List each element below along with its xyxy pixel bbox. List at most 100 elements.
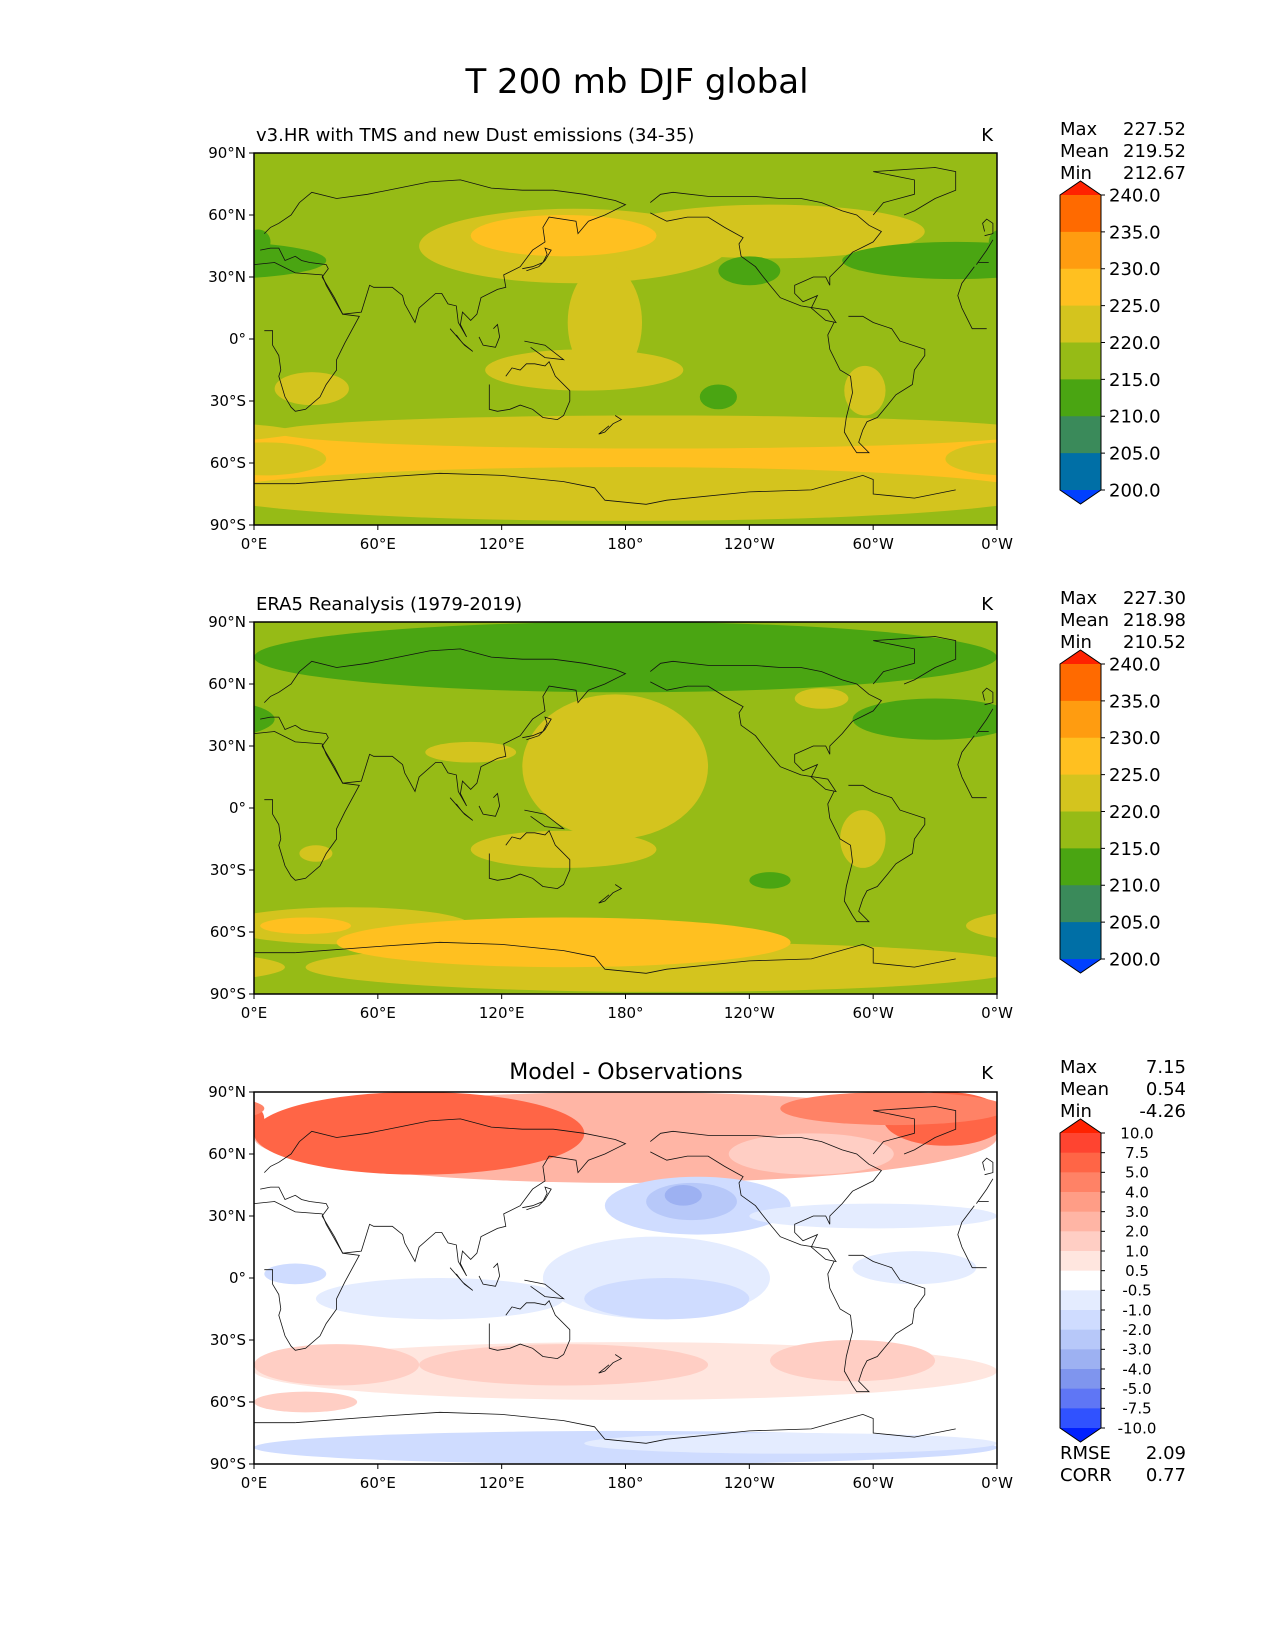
stat-max-label: Max [1060,1057,1098,1078]
colorbar-bin [1060,848,1101,886]
panel-diff-title: Model - Observations [509,1060,742,1085]
coastline [478,323,501,348]
stat-corr-value: 0.77 [1146,1465,1186,1486]
contour-region [769,1340,936,1382]
contour-region [254,482,296,506]
colorbar-bin [1060,885,1101,923]
panel-obs-axes: 0°E 60°E 120°E 180° 120°W 60°W 0°W 90°N 60°N 30°N… [208,613,1013,1022]
contour-region [852,1251,977,1285]
x-tick-label: 180° [607,1004,643,1022]
contour-region [274,415,997,449]
stat-mean-label: Mean [1060,610,1109,631]
stat-mean-value: 0.54 [1146,1079,1186,1100]
y-tick-label: 60°N [208,1145,246,1163]
coastline [522,247,552,272]
contour-region [780,1092,997,1126]
y-tick-label: 0° [229,1269,246,1287]
contour-region [0,1177,48,1235]
colorbar-bin [1060,1211,1101,1232]
coastline [976,239,994,265]
x-tick-label: 120°W [724,535,775,553]
stat-rmse-label: RMSE [1060,1443,1111,1464]
y-tick-label: 60°N [208,206,246,224]
colorbar-bin [1060,416,1101,454]
coastline [295,472,956,505]
x-tick-label: 60°E [360,1474,396,1492]
colorbar-label: 205.0 [1109,913,1161,934]
coastline [488,829,571,890]
colorbar-bin [1060,1349,1101,1370]
contour-region [254,957,285,978]
contour-region [699,384,737,410]
coastline [982,687,994,706]
coastline [260,648,627,807]
x-tick-label: 0°E [241,1004,268,1022]
colorbar-bin [1060,195,1101,233]
panel-obs-map [6,622,997,994]
coastline [598,1354,623,1374]
colorbar-bin [1060,737,1101,776]
stat-mean-value: 218.98 [1123,610,1186,631]
panel-model-colorbar: 240.0 235.0 230.0 225.0 220.0 215.0 210.0 205.0… [1059,180,1161,505]
x-tick-label: 60°W [852,1474,894,1492]
contour-region [840,810,886,868]
coastline [254,262,360,412]
coastline [598,415,623,435]
y-tick-label: 90°N [208,144,246,162]
stat-mean-label: Mean [1060,1079,1109,1100]
colorbar-bin [1060,922,1101,960]
colorbar-label: 235.0 [1109,222,1161,243]
colorbar-bin [1060,231,1101,270]
contour-region [260,917,352,935]
contour-region [0,1092,254,1183]
stat-rmse-value: 2.09 [1146,1443,1186,1464]
coastline [449,328,474,352]
contour-region [254,467,997,521]
colorbar-label: 210.0 [1109,876,1161,897]
y-tick-label: 90°S [210,516,246,534]
colorbar-bin [1060,1251,1101,1272]
colorbar-label: 230.0 [1109,728,1161,749]
colorbar-bin [1060,1172,1101,1193]
contour-region [966,913,997,939]
coastline [982,1157,994,1176]
stat-max-value: 7.15 [1146,1057,1186,1078]
y-tick-label: 60°S [210,1393,246,1411]
stat-min-value: 212.67 [1123,163,1186,184]
y-tick-label: 0° [229,330,246,348]
coastline [478,1262,501,1287]
stat-min-label: Min [1060,163,1092,184]
panel-diff: Model - Observations K 0°E 60°E 120°E 180° 1… [0,1057,1186,1492]
colorbar-label: 200.0 [1109,949,1161,970]
coastline [957,1205,987,1269]
contour-region [945,442,997,476]
contour-region [0,1342,254,1400]
coastline [488,1299,571,1360]
stat-mean-value: 219.52 [1123,141,1186,162]
colorbar-label: 2.0 [1125,1223,1149,1241]
colorbar-label: 230.0 [1109,259,1161,280]
stat-max-label: Max [1060,588,1098,609]
colorbar-label: 215.0 [1109,370,1161,391]
contour-region [6,872,47,889]
panel-obs-units: K [981,594,994,615]
coastline [524,1279,565,1300]
contour-region [844,365,886,416]
x-tick-label: 60°E [360,1004,396,1022]
y-tick-label: 90°N [208,1083,246,1101]
contour-region [299,845,333,862]
contour-region [0,256,37,285]
contour-region [955,482,997,506]
y-tick-label: 30°N [208,1207,246,1225]
contour-region [254,1344,420,1386]
contour-region [315,1278,564,1320]
figure-title: T 200 mb DJF global [464,62,808,102]
colorbar-bin [1060,1388,1101,1409]
stat-mean-label: Mean [1060,141,1109,162]
contour-region [254,705,275,733]
contour-region [274,372,349,406]
coastline [295,941,956,974]
colorbar-label: 1.0 [1125,1242,1149,1260]
coastline [872,1106,957,1155]
